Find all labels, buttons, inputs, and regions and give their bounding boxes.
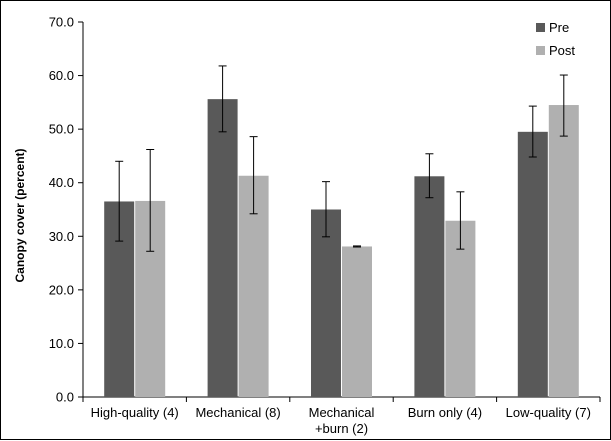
error-bars-layer [115, 65, 568, 252]
axes [78, 21, 601, 402]
bar-pre-2 [311, 209, 341, 397]
bar-post-4 [548, 105, 579, 398]
y-tick-label: 0.0 [56, 390, 74, 405]
bar-post-3 [445, 220, 476, 397]
bars-layer [104, 99, 579, 398]
x-tick-label: Burn only (4) [408, 405, 482, 420]
bar-post-2 [342, 246, 372, 397]
y-tick-label: 10.0 [49, 336, 74, 351]
y-axis-title: Canopy cover (percent) [13, 148, 27, 282]
y-tick-label: 40.0 [49, 175, 74, 190]
y-tick-label: 20.0 [49, 282, 74, 297]
x-tick-label: High-quality (4) [91, 405, 179, 420]
bar-pre-1 [207, 99, 238, 398]
legend-label-pre: Pre [549, 20, 569, 35]
x-tick-label: Mechanical (8) [195, 405, 280, 420]
legend-swatch-post [536, 46, 545, 55]
y-tick-label: 70.0 [49, 15, 74, 30]
legend-label-post: Post [549, 43, 575, 58]
bar-pre-3 [414, 176, 445, 397]
y-tick-label: 30.0 [49, 229, 74, 244]
x-tick-label: Low-quality (7) [506, 405, 591, 420]
legend: Pre Post [536, 20, 575, 58]
x-tick-label: +burn (2) [315, 421, 368, 436]
y-tick-label: 50.0 [49, 122, 74, 137]
x-tick-label: Mechanical [309, 405, 375, 420]
labels-layer: 0.0 10.0 20.0 30.0 40.0 50.0 60.0 70.0 Canopy co… [13, 15, 591, 437]
bar-pre-4 [517, 131, 548, 398]
y-tick-label: 60.0 [49, 68, 74, 83]
legend-swatch-pre [536, 23, 545, 32]
